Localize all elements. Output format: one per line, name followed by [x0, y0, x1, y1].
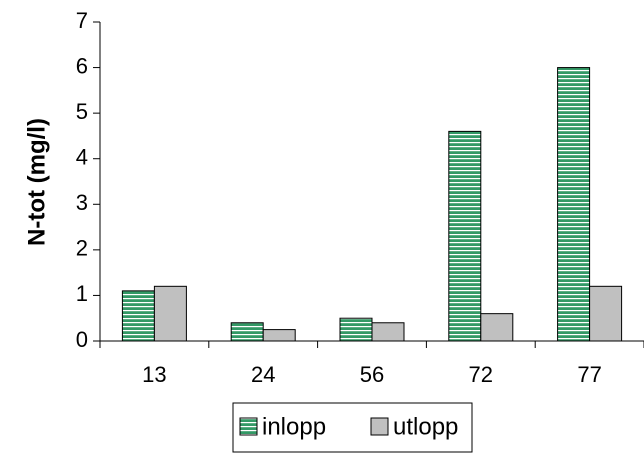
legend-swatch	[370, 417, 389, 436]
x-tick-label: 13	[142, 362, 166, 387]
legend-box	[232, 402, 473, 453]
y-tick-label: 3	[76, 190, 88, 215]
y-tick-label: 1	[76, 281, 88, 306]
legend-label: utlopp	[393, 413, 458, 440]
legend-swatch	[239, 417, 258, 436]
x-tick-label: 56	[360, 362, 384, 387]
x-tick-label: 24	[251, 362, 275, 387]
y-tick-label: 0	[76, 327, 88, 352]
y-tick-label: 2	[76, 236, 88, 261]
bar	[448, 130, 482, 342]
bar	[557, 67, 591, 342]
legend-label: inlopp	[262, 413, 326, 440]
bar	[480, 313, 514, 342]
bar	[589, 285, 623, 342]
bar	[230, 322, 264, 342]
y-axis-label: N-tot (mg/l)	[23, 118, 50, 246]
bar	[262, 329, 296, 342]
bar	[121, 290, 155, 342]
y-tick-label: 4	[76, 145, 88, 170]
x-tick-label: 77	[577, 362, 601, 387]
y-tick-label: 7	[76, 8, 88, 33]
y-tick-label: 6	[76, 53, 88, 78]
bar	[153, 285, 187, 342]
y-tick-label: 5	[76, 99, 88, 124]
bar	[339, 317, 373, 342]
bar	[371, 322, 405, 342]
x-tick-label: 72	[469, 362, 493, 387]
